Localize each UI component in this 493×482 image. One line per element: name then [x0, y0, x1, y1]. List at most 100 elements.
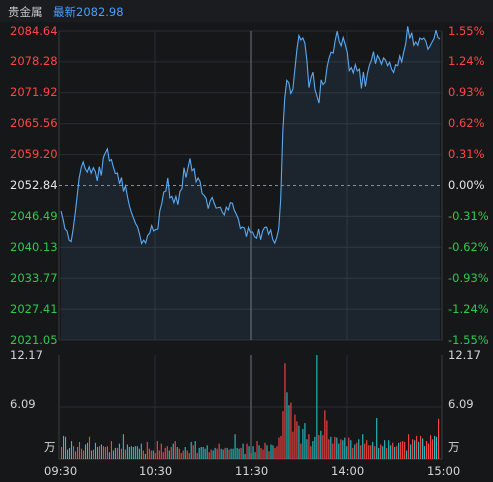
volume-unit-label-left: 万 [44, 440, 56, 454]
volume-bar [394, 447, 396, 459]
time-tick-1500: 15:00 [427, 464, 461, 478]
volume-bar [408, 434, 410, 459]
volume-bar [270, 444, 272, 459]
volume-bar [320, 430, 322, 459]
volume-bar [138, 448, 140, 459]
volume-bar [366, 440, 368, 459]
price-tick-left: 2052.84 [10, 178, 58, 192]
volume-bar [368, 445, 370, 459]
volume-bar [346, 446, 348, 459]
volume-bar [380, 444, 382, 459]
volume-bar [328, 439, 330, 459]
volume-bar [216, 448, 218, 459]
volume-bar [178, 448, 180, 459]
volume-bar [162, 452, 164, 459]
volume-bar [296, 421, 298, 459]
volume-bar [276, 446, 278, 459]
volume-bar [242, 443, 244, 459]
volume-bar [142, 450, 144, 459]
volume-bar [88, 436, 91, 459]
volume-bar [182, 450, 184, 459]
volume-bar [130, 446, 132, 459]
volume-bar [74, 451, 77, 459]
grid-lines [58, 30, 443, 460]
volume-bar [70, 441, 73, 459]
volume-bar [338, 443, 340, 459]
volume-bar [134, 446, 136, 459]
volume-bar [432, 439, 434, 459]
volume-bar [330, 436, 332, 459]
price-tick-left: 2040.13 [10, 239, 58, 254]
volume-bar [106, 446, 108, 459]
volume-max-label-right: 12.17 [448, 348, 481, 362]
volume-bar [422, 438, 424, 459]
volume-bar [128, 447, 130, 459]
volume-bar [64, 436, 67, 459]
volume-bar [250, 453, 252, 459]
percent-tick-right: 1.24% [448, 54, 485, 69]
volume-bar [360, 445, 362, 459]
volume-bar [416, 435, 418, 459]
volume-bar [132, 447, 134, 459]
volume-bar [302, 429, 304, 459]
volume-bar [252, 446, 254, 459]
volume-bar [160, 443, 162, 459]
volume-bar [362, 434, 364, 459]
volume-bar [228, 449, 230, 459]
volume-bar [146, 441, 148, 459]
volume-bar [370, 445, 372, 459]
volume-bar [424, 446, 426, 459]
price-tick-left: 2071.92 [10, 85, 58, 100]
volume-bar [190, 441, 192, 459]
volume-bar [140, 443, 142, 459]
volume-bar [200, 447, 202, 459]
time-tick-1130: 11:30 [235, 464, 269, 478]
price-tick-left: 2078.28 [10, 54, 58, 69]
percent-tick-right: 0.62% [448, 116, 485, 131]
volume-bar [332, 443, 334, 459]
volume-bar [98, 446, 100, 459]
volume-bar [304, 423, 306, 459]
volume-bar [410, 444, 412, 459]
volume-bar [324, 410, 326, 459]
volume-bar [312, 441, 314, 459]
volume-bar [230, 448, 232, 459]
volume-bar [194, 441, 196, 459]
volume-bar [150, 450, 152, 459]
volume-bar [224, 447, 226, 459]
percent-tick-right: 0.00% [448, 178, 485, 192]
volume-bar [256, 441, 258, 459]
volume-bar [418, 441, 420, 459]
percent-tick-right: -1.24% [448, 301, 489, 316]
volume-bar [290, 402, 292, 459]
price-tick-left: 2021.05 [10, 332, 58, 347]
volume-bar [116, 447, 118, 459]
volume-bar [174, 441, 176, 459]
volume-bar [396, 446, 398, 459]
volume-bar [430, 435, 432, 459]
price-line [60, 26, 441, 245]
volume-bar [334, 436, 336, 459]
volume-bar [210, 449, 212, 459]
volume-bar [226, 447, 228, 459]
volume-bar [308, 434, 310, 459]
volume-bar [206, 445, 208, 459]
volume-bar [172, 443, 174, 459]
volume-bar [236, 447, 238, 459]
volume-bar [310, 446, 312, 459]
volume-bar [166, 446, 168, 459]
volume-bar [110, 441, 112, 459]
volume-bar [398, 442, 400, 459]
volume-bar [436, 436, 438, 459]
volume-bar [318, 435, 320, 459]
volume-bar [382, 446, 384, 459]
price-tick-left: 2027.41 [10, 301, 58, 316]
volume-bar [392, 442, 394, 459]
volume-bar [288, 405, 290, 459]
volume-bar [348, 437, 350, 459]
volume-bar [214, 447, 216, 459]
chart-header: 贵金属 最新2082.98 [0, 0, 493, 22]
volume-bar [188, 453, 190, 459]
volume-bar [268, 451, 270, 459]
